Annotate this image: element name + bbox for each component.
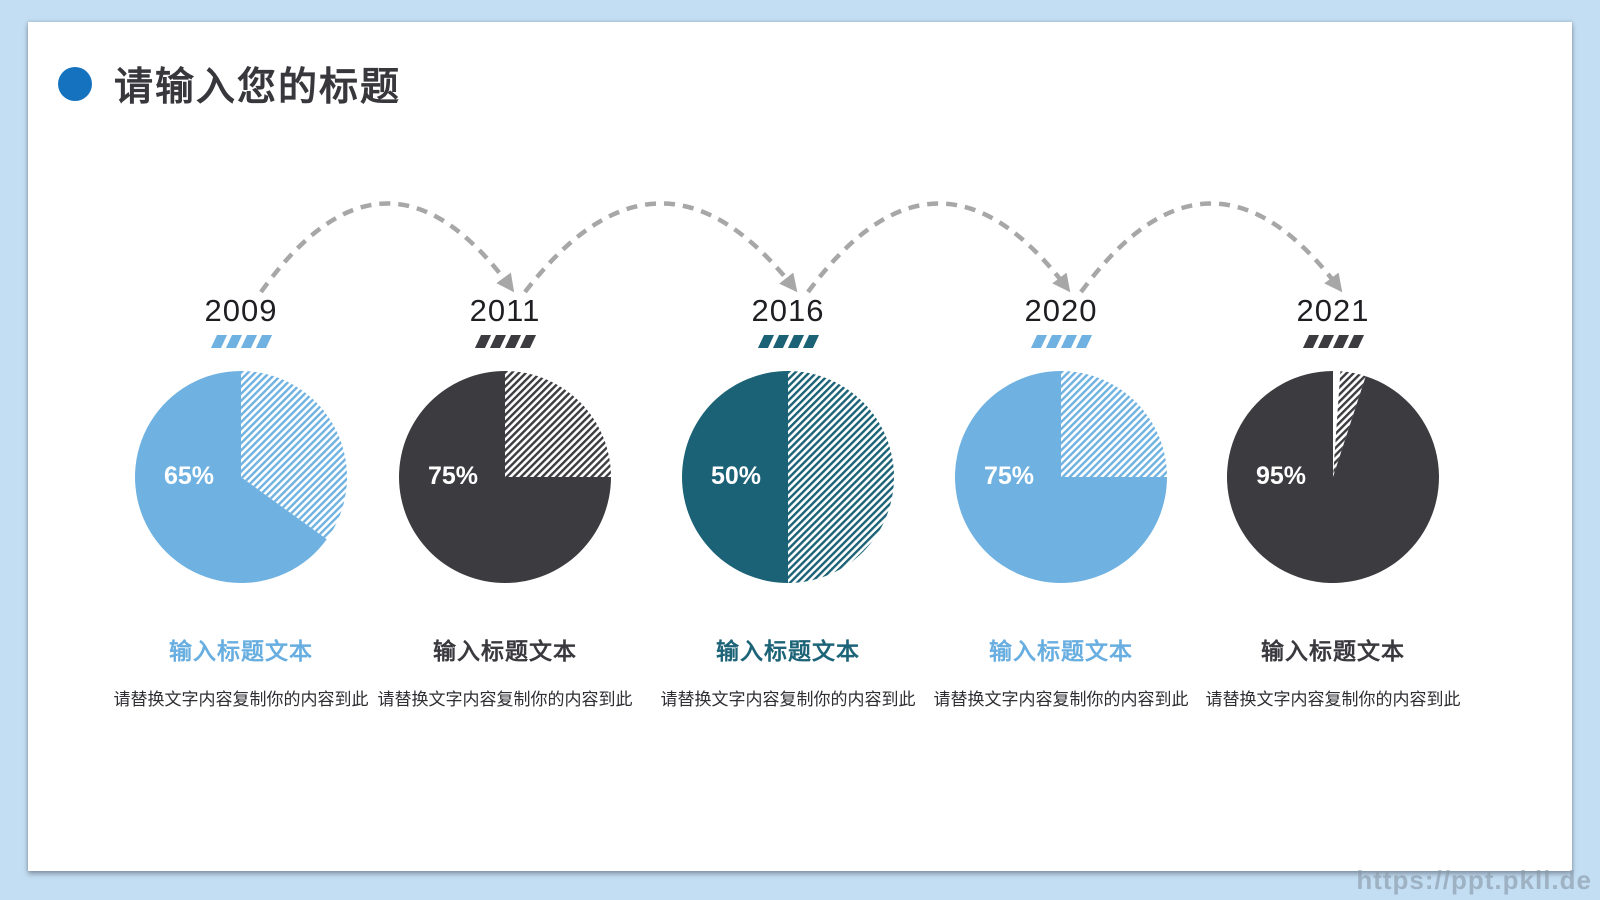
- pie-percent-label: 75%: [984, 462, 1034, 490]
- slide-surface: 请输入您的标题 2009 65% 输入标题文本 请替换文字内容复制你的内容到此 …: [28, 22, 1572, 871]
- slash-marks: [921, 335, 1201, 348]
- pie-hatched-slice: [788, 371, 894, 583]
- slash-mark-icon: [225, 335, 242, 348]
- year-label: 2021: [1296, 293, 1370, 328]
- year-label: 2016: [751, 293, 825, 328]
- slash-mark-icon: [504, 335, 521, 348]
- timeline-column: 2021 95% 输入标题文本 请替换文字内容复制你的内容到此: [1193, 294, 1473, 710]
- slash-mark-icon: [474, 335, 491, 348]
- pie-solid-slice: [135, 371, 327, 583]
- pie-chart-svg: 75%: [955, 371, 1167, 583]
- pie-solid-slice: [682, 371, 788, 583]
- slash-mark-icon: [1075, 335, 1092, 348]
- slash-marks: [101, 335, 381, 348]
- timeline-column: 2016 50% 输入标题文本 请替换文字内容复制你的内容到此: [648, 294, 928, 710]
- pie-hatched-slice: [1333, 371, 1366, 477]
- title-bullet-icon: [58, 67, 92, 101]
- slash-marks: [1193, 335, 1473, 348]
- timeline: 2009 65% 输入标题文本 请替换文字内容复制你的内容到此 2011 75%…: [28, 22, 1572, 871]
- pie-hatched-slice: [505, 371, 611, 477]
- pie-percent-label: 95%: [1256, 462, 1306, 490]
- slash-mark-icon: [255, 335, 272, 348]
- pie-chart: 75%: [921, 370, 1201, 584]
- slash-mark-icon: [1045, 335, 1062, 348]
- pie-chart: 95%: [1193, 370, 1473, 584]
- watermark: https://ppt.pkll.de: [1356, 865, 1592, 895]
- slash-marks: [648, 335, 928, 348]
- slash-mark-icon: [1302, 335, 1319, 348]
- slash-mark-icon: [1332, 335, 1349, 348]
- item-title: 输入标题文本: [433, 638, 577, 664]
- slash-mark-icon: [240, 335, 257, 348]
- item-description: 请替换文字内容复制你的内容到此: [377, 690, 633, 709]
- slash-mark-icon: [757, 335, 774, 348]
- pie-percent-label: 65%: [164, 462, 214, 490]
- pie-chart: 65%: [101, 370, 381, 584]
- item-title: 输入标题文本: [989, 638, 1133, 664]
- pie-solid-slice: [955, 371, 1167, 583]
- item-title: 输入标题文本: [716, 638, 860, 664]
- item-title: 输入标题文本: [169, 638, 313, 664]
- pie-chart-svg: 95%: [1226, 371, 1439, 583]
- timeline-column: 2020 75% 输入标题文本 请替换文字内容复制你的内容到此: [921, 294, 1201, 710]
- timeline-column: 2009 65% 输入标题文本 请替换文字内容复制你的内容到此: [101, 294, 381, 710]
- slash-mark-icon: [210, 335, 227, 348]
- slash-mark-icon: [489, 335, 506, 348]
- slash-mark-icon: [1030, 335, 1047, 348]
- item-title: 输入标题文本: [1261, 638, 1405, 664]
- item-description: 请替换文字内容复制你的内容到此: [933, 690, 1189, 709]
- item-description: 请替换文字内容复制你的内容到此: [1205, 690, 1461, 709]
- slash-mark-icon: [772, 335, 789, 348]
- slide-header: 请输入您的标题: [58, 56, 401, 112]
- pie-solid-slice: [399, 371, 611, 583]
- pie-hatched-slice: [1061, 371, 1167, 477]
- year-label: 2009: [204, 293, 278, 328]
- slash-mark-icon: [787, 335, 804, 348]
- pie-chart: 75%: [365, 370, 645, 584]
- pie-chart-svg: 65%: [135, 371, 348, 583]
- pie-chart-svg: 50%: [682, 371, 894, 583]
- timeline-column: 2011 75% 输入标题文本 请替换文字内容复制你的内容到此: [365, 294, 645, 710]
- slash-mark-icon: [802, 335, 819, 348]
- page-title: 请输入您的标题: [114, 66, 402, 109]
- year-label: 2011: [469, 293, 541, 328]
- pie-hatched-slice: [241, 371, 348, 540]
- year-label: 2020: [1024, 293, 1098, 328]
- pie-percent-label: 50%: [711, 462, 761, 490]
- slash-mark-icon: [1060, 335, 1077, 348]
- slash-mark-icon: [1347, 335, 1364, 348]
- slash-marks: [365, 335, 645, 348]
- pie-solid-slice: [1226, 371, 1439, 583]
- pie-percent-label: 75%: [428, 462, 478, 490]
- slash-mark-icon: [1317, 335, 1334, 348]
- pie-chart-svg: 75%: [399, 371, 611, 583]
- slash-mark-icon: [519, 335, 536, 348]
- item-description: 请替换文字内容复制你的内容到此: [660, 690, 916, 709]
- item-description: 请替换文字内容复制你的内容到此: [113, 690, 369, 709]
- pie-chart: 50%: [648, 370, 928, 584]
